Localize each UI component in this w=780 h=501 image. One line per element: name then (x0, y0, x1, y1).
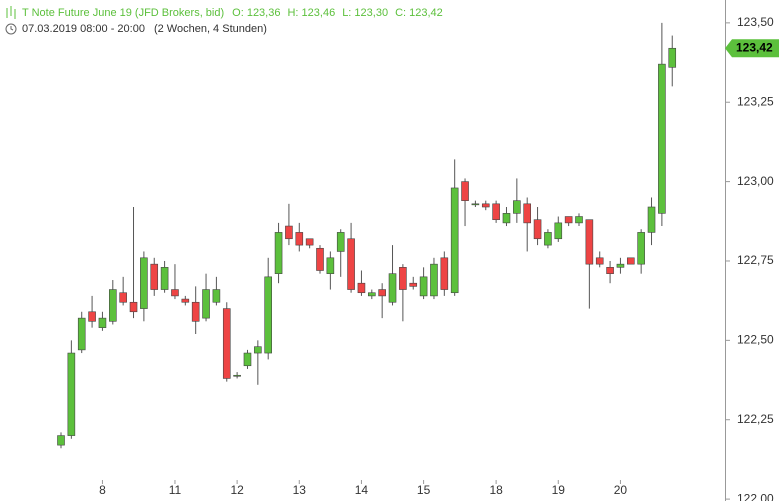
candle-body (191, 301, 200, 322)
candle-body (409, 282, 418, 287)
candle-body (606, 267, 614, 274)
candle-body (316, 247, 324, 271)
candle-body (305, 238, 314, 246)
candle-body (77, 317, 86, 351)
period: (2 Wochen, 4 Stunden) (154, 23, 267, 35)
candle-body (171, 289, 179, 297)
x-tick-label: 8 (99, 483, 106, 497)
candle-body (357, 282, 366, 294)
candle-body (295, 232, 304, 246)
candle-body (285, 225, 293, 240)
candle-body (181, 298, 190, 303)
candle-body (160, 267, 169, 290)
subtitle: 07.03.2019 08:00 - 20:00 (22, 23, 145, 35)
candle-body (88, 311, 96, 322)
candle-body (326, 257, 335, 274)
last-price-label: 123,42 (736, 40, 773, 54)
y-tick-label: 122,25 (737, 412, 774, 426)
candle-body (367, 292, 376, 297)
header-stat: L: 123,30 (342, 7, 388, 19)
candle-body (399, 267, 407, 290)
candle-body (502, 213, 511, 224)
candle-body (523, 203, 532, 224)
candle-body (637, 232, 645, 265)
x-tick-label: 18 (489, 483, 503, 497)
candle-body (668, 47, 677, 68)
candle-body (264, 276, 273, 354)
candle-body (212, 289, 221, 303)
candle-body (554, 222, 563, 240)
header-stat: H: 123,46 (287, 7, 335, 19)
x-tick-label: 11 (169, 483, 182, 497)
candle-body (98, 317, 107, 328)
candle-body (336, 232, 345, 252)
candle-body (274, 232, 283, 274)
candle-body (481, 203, 490, 208)
x-tick-label: 20 (614, 483, 628, 497)
candle-body (647, 206, 656, 233)
candle-body (461, 181, 469, 201)
candle-body (119, 292, 127, 303)
header-stat: C: 123,42 (395, 7, 443, 19)
y-tick-label: 122,00 (737, 491, 774, 501)
candle-body (67, 352, 76, 436)
candle-body (222, 308, 231, 379)
candle-body (626, 257, 635, 265)
candle-body (140, 257, 148, 309)
candle-body (129, 301, 138, 313)
y-tick-label: 123,25 (737, 94, 774, 108)
x-tick-label: 15 (417, 483, 431, 497)
candle-body (595, 257, 604, 265)
candle-body (57, 435, 65, 446)
candle-body (575, 216, 583, 224)
last-price-box (725, 39, 779, 58)
y-tick-label: 123,50 (737, 15, 774, 29)
candle-body (109, 289, 117, 322)
candle-body (347, 238, 355, 290)
y-tick-label: 123,00 (737, 174, 774, 188)
chart-title: T Note Future June 19 (JFD Brokers, bid) (22, 7, 224, 19)
candle-body (243, 352, 252, 367)
header-icon (6, 6, 16, 19)
y-tick-label: 122,75 (737, 253, 774, 267)
candle-body (492, 203, 500, 221)
candle-body (513, 200, 521, 214)
candle-body (585, 219, 594, 265)
candle-body (544, 232, 552, 246)
candle-body (533, 219, 542, 240)
x-tick-label: 19 (552, 483, 566, 497)
candle-body (254, 346, 262, 354)
header-stat: O: 123,36 (232, 7, 280, 19)
candle-body (388, 273, 397, 303)
candle-body (440, 257, 449, 290)
x-tick-label: 14 (355, 483, 369, 497)
x-tick-label: 12 (230, 483, 244, 497)
candle-body (450, 187, 459, 294)
candle-body (430, 263, 438, 297)
x-tick-label: 13 (293, 483, 307, 497)
candle-body (202, 289, 210, 319)
candle-body (658, 63, 666, 214)
candle-body (150, 263, 159, 290)
candle-body (564, 216, 573, 224)
candle-body (471, 203, 480, 206)
clock-icon (5, 23, 17, 35)
candle-body (616, 263, 625, 268)
candle-body (233, 374, 241, 377)
y-tick-label: 122,50 (737, 333, 774, 347)
candle-body (419, 276, 428, 297)
candle-body (378, 289, 386, 297)
